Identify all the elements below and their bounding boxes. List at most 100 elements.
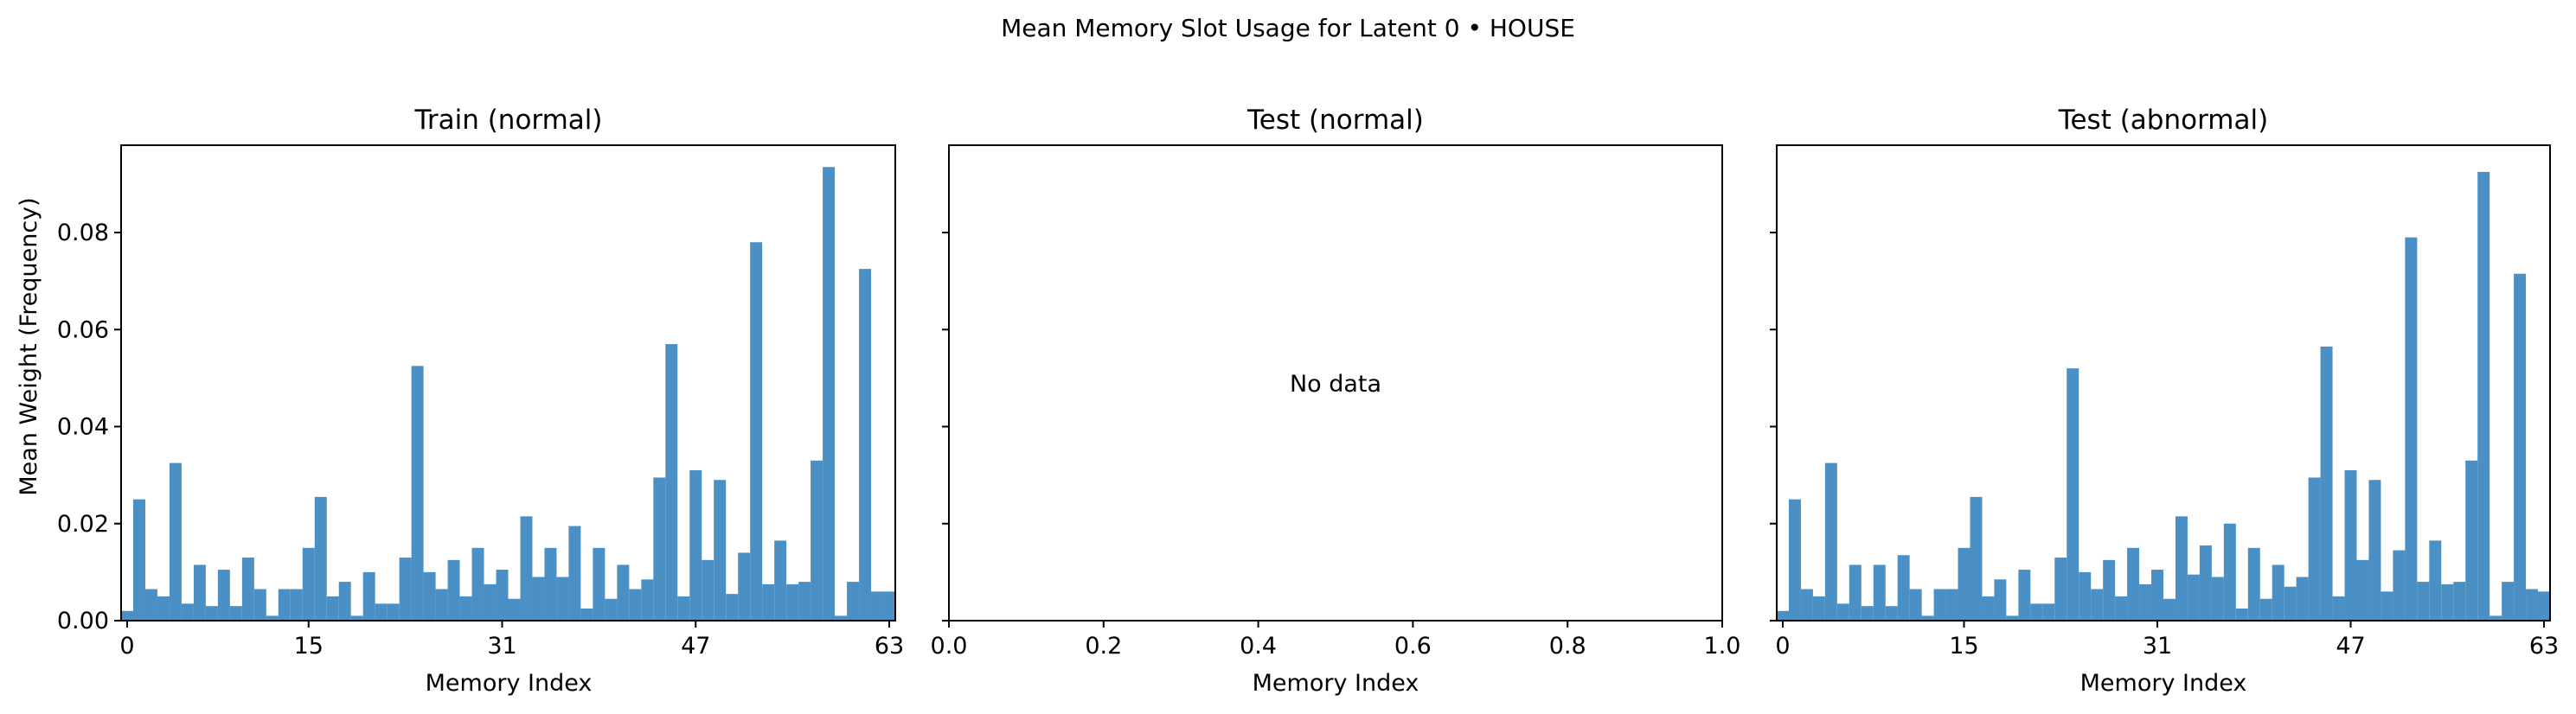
bar-46 [677, 596, 690, 621]
bar-34 [532, 577, 545, 621]
bar-4 [169, 462, 182, 621]
suptitle: Mean Memory Slot Usage for Latent 0 • HO… [1001, 14, 1575, 42]
bar-21 [2030, 603, 2043, 621]
bar-51 [738, 552, 751, 621]
bar-32 [2163, 598, 2176, 621]
bar-63 [883, 591, 895, 621]
x-tick-label: 63 [2529, 633, 2559, 660]
bar-27 [2103, 559, 2116, 621]
panel-title: Test (normal) [1246, 105, 1424, 136]
bar-53 [2417, 582, 2430, 621]
bar-59 [835, 615, 848, 621]
x-tick-label: 0.6 [1394, 633, 1432, 660]
plot-frame [1776, 144, 2551, 622]
bar-46 [2332, 596, 2345, 621]
bar-52 [750, 242, 763, 621]
bar-30 [484, 583, 497, 621]
panel-train-normal: Train (normal) Memory Index Mean Weight … [16, 105, 904, 697]
bar-45 [2320, 346, 2333, 621]
bar-10 [1897, 555, 1910, 621]
bar-59 [2489, 615, 2502, 621]
bar-11 [253, 589, 266, 621]
bar-20 [2018, 570, 2031, 621]
x-axis-label: Memory Index [426, 670, 593, 697]
bar-12 [1921, 615, 1934, 621]
bar-23 [399, 558, 412, 621]
bar-54 [2429, 540, 2442, 621]
bar-31 [496, 570, 509, 621]
bar-6 [193, 564, 206, 621]
x-tick-label: 0.2 [1085, 633, 1122, 660]
y-axis-label: Mean Weight (Frequency) [16, 197, 42, 495]
panel-title: Train (normal) [413, 105, 602, 136]
bar-9 [1885, 606, 1898, 621]
bar-18 [338, 582, 351, 621]
bar-58 [2477, 171, 2490, 621]
bar-15 [302, 547, 315, 621]
bar-37 [568, 526, 581, 621]
x-tick-label: 31 [2143, 633, 2172, 660]
bar-18 [1994, 579, 2007, 621]
bar-0 [121, 610, 133, 621]
bar-44 [653, 477, 666, 621]
bar-1 [1788, 499, 1801, 621]
bar-40 [2259, 598, 2272, 621]
bar-62 [871, 591, 884, 621]
bar-51 [2393, 550, 2406, 621]
bar-45 [665, 344, 678, 621]
bar-7 [1861, 606, 1874, 621]
bar-41 [617, 564, 630, 621]
bar-40 [605, 598, 618, 621]
panel-title: Test (abnormal) [2058, 105, 2268, 136]
bar-21 [375, 603, 388, 621]
bar-26 [435, 589, 448, 621]
bar-38 [2235, 608, 2248, 621]
bar-30 [2139, 583, 2152, 621]
bar-13 [1933, 589, 1946, 621]
bar-20 [362, 571, 375, 621]
bar-23 [2054, 558, 2067, 621]
y-tick-label: 0.02 [57, 511, 109, 538]
bar-33 [520, 516, 533, 621]
bar-55 [786, 583, 799, 621]
bar-22 [387, 603, 400, 621]
bar-35 [544, 547, 557, 621]
bar-14 [290, 589, 303, 621]
bar-32 [508, 598, 521, 621]
bar-62 [2526, 589, 2539, 621]
bar-13 [278, 589, 291, 621]
bar-57 [811, 460, 823, 621]
bar-28 [459, 596, 472, 621]
bar-43 [2296, 577, 2309, 621]
bar-63 [2538, 591, 2550, 621]
bar-4 [1824, 462, 1837, 621]
bar-36 [556, 577, 569, 621]
bar-17 [326, 596, 339, 621]
y-tick-label: 0.06 [57, 316, 109, 343]
bar-47 [689, 470, 702, 621]
bar-48 [702, 559, 714, 621]
bar-8 [1873, 564, 1886, 621]
bar-61 [859, 269, 872, 621]
x-axis-label: Memory Index [1253, 670, 1419, 697]
bar-36 [2211, 577, 2224, 621]
bar-60 [2502, 582, 2515, 621]
bar-47 [2344, 470, 2357, 621]
bar-3 [1812, 596, 1825, 621]
no-data-annotation: No data [1290, 371, 1381, 398]
bar-19 [350, 615, 363, 621]
x-tick-label: 31 [487, 633, 516, 660]
bar-6 [1849, 564, 1862, 621]
bar-44 [2308, 477, 2321, 621]
bar-16 [1970, 496, 1983, 621]
bar-55 [2441, 583, 2454, 621]
bar-53 [762, 583, 775, 621]
bar-50 [726, 594, 739, 621]
bar-9 [229, 606, 242, 621]
y-tick-label: 0.00 [57, 608, 109, 634]
x-tick-label: 15 [294, 633, 324, 660]
bar-48 [2356, 559, 2369, 621]
bar-41 [2272, 564, 2284, 621]
bar-38 [580, 608, 593, 621]
